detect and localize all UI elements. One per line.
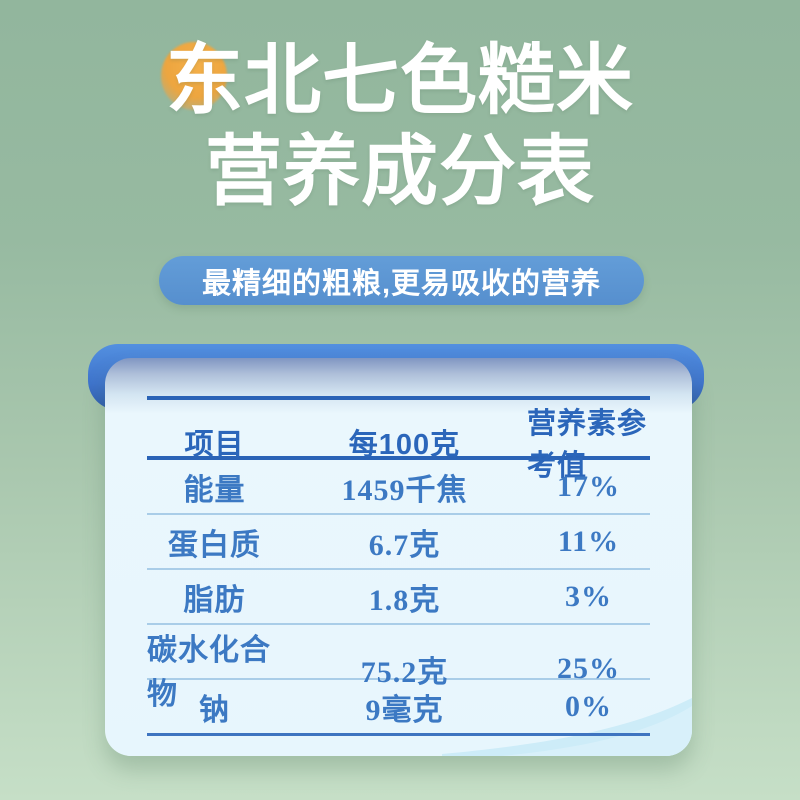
- cell-per100g: 1.8克: [368, 583, 441, 617]
- page-title-line2: 营养成分表: [205, 128, 595, 215]
- cell-per100g: 75.2克: [360, 656, 449, 689]
- cell-nrv: 3%: [565, 579, 612, 613]
- page-title-line1: 东北七色糙米: [166, 38, 634, 124]
- cell-nrv: 25%: [557, 652, 620, 685]
- nutrition-card: 项目 每100克 营养素参考值 能量 1459千焦 17% 蛋白质 6.7克 1…: [105, 358, 692, 756]
- cell-name: 脂肪: [183, 583, 246, 617]
- table-row: 能量 1459千焦 17%: [147, 460, 650, 515]
- table-header-row: 项目 每100克 营养素参考值: [147, 396, 650, 482]
- cell-name: 钠: [199, 693, 230, 727]
- sun-dot-decoration: [161, 42, 227, 110]
- table-row: 碳水化合物 75.2克 25%: [147, 625, 650, 711]
- cell-per100g: 1459千焦: [341, 473, 468, 507]
- header-nrv: 营养素参考值: [527, 408, 648, 482]
- cell-per100g: 6.7克: [368, 528, 441, 562]
- header-per100g: 每100克: [348, 429, 461, 461]
- nutrition-table: 项目 每100克 营养素参考值 能量 1459千焦 17% 蛋白质 6.7克 1…: [147, 396, 650, 736]
- page-title: 东北七色糙米 营养成分表: [0, 36, 800, 218]
- cell-nrv: 0%: [565, 689, 612, 723]
- page-curl-decoration: [442, 698, 692, 756]
- table-row: 蛋白质 6.7克 11%: [147, 515, 650, 570]
- table-row: 钠 9毫克 0%: [147, 680, 650, 736]
- cell-name: 能量: [183, 473, 246, 507]
- cell-name: 蛋白质: [168, 528, 261, 562]
- cell-nrv: 17%: [557, 469, 620, 503]
- cell-name: 碳水化合物: [147, 634, 271, 711]
- table-row: 脂肪 1.8克 3%: [147, 570, 650, 625]
- cell-per100g: 9毫克: [365, 693, 444, 727]
- tagline-banner: 最精细的粗粮,更易吸收的营养: [159, 256, 644, 305]
- header-item: 项目: [184, 429, 245, 461]
- tagline-text: 最精细的粗粮,更易吸收的营养: [201, 267, 602, 300]
- cell-nrv: 11%: [557, 524, 620, 558]
